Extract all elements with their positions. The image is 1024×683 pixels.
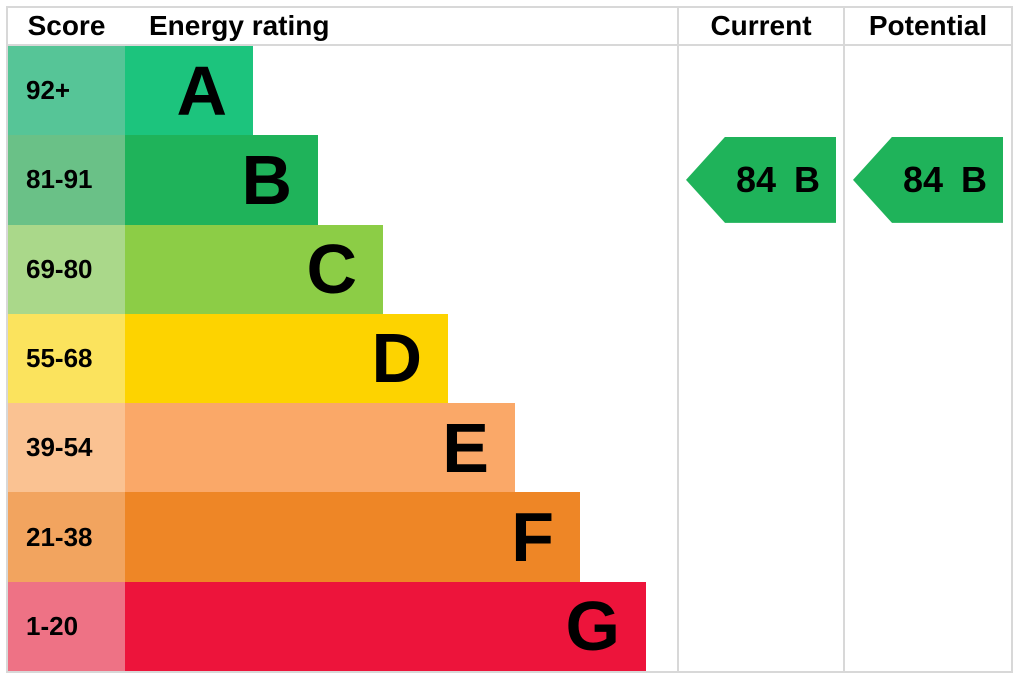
header-row: Score Energy rating Current Potential	[8, 8, 1011, 46]
band-bar: B	[125, 135, 318, 225]
band-letter: A	[176, 51, 227, 130]
score-range-cell: 1-20	[8, 581, 125, 671]
rating-cell: G	[125, 581, 677, 671]
score-range-cell: 39-54	[8, 403, 125, 493]
current-cell	[677, 581, 843, 671]
band-letter: B	[241, 140, 292, 219]
current-cell	[677, 403, 843, 493]
score-range-cell: 55-68	[8, 313, 125, 404]
energy-rating-column-header: Energy rating	[149, 10, 330, 41]
potential-cell	[843, 46, 1011, 136]
current-cell: 84 B	[677, 135, 843, 225]
current-cell	[677, 313, 843, 404]
potential-rating-value: 84 B	[902, 158, 988, 200]
band-row: 69-80 C	[8, 224, 1011, 314]
band-letter: E	[442, 408, 489, 487]
band-bar: E	[125, 403, 515, 493]
potential-cell	[843, 403, 1011, 493]
band-bar: C	[125, 224, 383, 314]
band-bar: F	[125, 492, 580, 582]
band-row: 21-38 F	[8, 492, 1011, 582]
band-bar: G	[125, 581, 646, 671]
potential-cell: 84 B	[843, 135, 1011, 225]
band-row: 92+ A	[8, 46, 1011, 136]
band-row: 1-20 G	[8, 581, 1011, 671]
potential-cell	[843, 581, 1011, 671]
current-column-header: Current	[677, 8, 843, 44]
potential-column-header: Potential	[843, 8, 1011, 44]
score-range-cell: 81-91	[8, 135, 125, 225]
current-rating-value: 84 B	[735, 158, 821, 200]
rating-cell: E	[125, 403, 677, 493]
current-cell	[677, 224, 843, 314]
band-letter: F	[511, 498, 554, 577]
rating-cell: F	[125, 492, 677, 582]
potential-cell	[843, 313, 1011, 404]
score-range-cell: 92+	[8, 46, 125, 136]
potential-rating-arrow: 84 B	[853, 136, 1003, 223]
rating-cell: A	[125, 46, 677, 136]
band-bar: A	[125, 46, 253, 136]
band-row: 55-68 D	[8, 313, 1011, 404]
score-range-cell: 21-38	[8, 492, 125, 582]
score-column-header: Score	[27, 10, 106, 41]
epc-rating-chart: Score Energy rating Current Potential 92…	[6, 6, 1013, 673]
band-bar: D	[125, 313, 448, 404]
potential-cell	[843, 492, 1011, 582]
rating-cell: D	[125, 313, 677, 404]
rating-cell: C	[125, 224, 677, 314]
band-letter: C	[306, 230, 357, 309]
band-row: 81-91 B 84 B 84 B	[8, 135, 1011, 225]
current-cell	[677, 492, 843, 582]
potential-cell	[843, 224, 1011, 314]
current-cell	[677, 46, 843, 136]
band-row: 39-54 E	[8, 403, 1011, 493]
current-rating-arrow: 84 B	[686, 136, 836, 223]
score-range-cell: 69-80	[8, 224, 125, 314]
band-letter: G	[565, 587, 620, 666]
bands-container: 92+ A 81-91 B 84 B 84 B 69-80 C 55-68	[8, 46, 1011, 671]
band-letter: D	[371, 319, 422, 398]
rating-cell: B	[125, 135, 677, 225]
